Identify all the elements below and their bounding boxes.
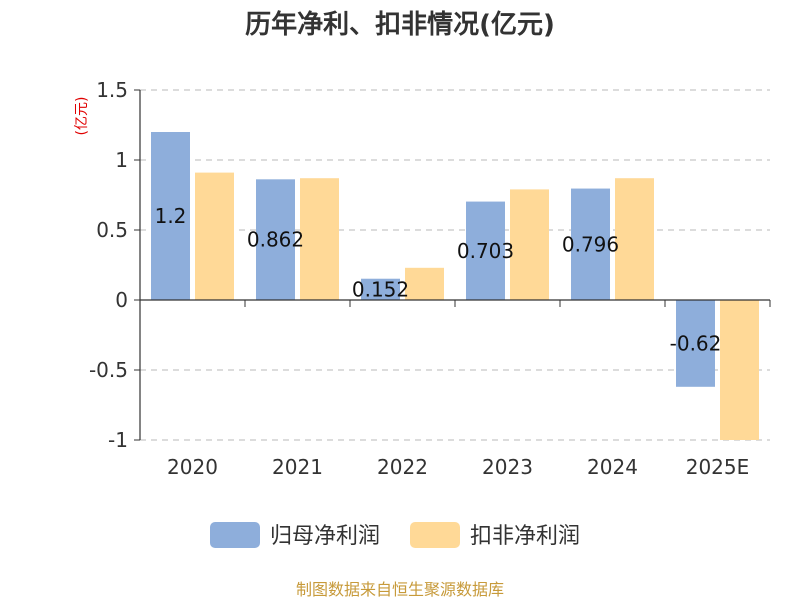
x-tick-label: 2025E <box>686 455 750 479</box>
bar <box>256 179 295 300</box>
bar <box>720 300 759 440</box>
x-tick-label: 2023 <box>482 455 533 479</box>
bar <box>195 172 234 300</box>
legend-swatch <box>210 522 260 548</box>
bar <box>615 178 654 300</box>
x-tick-label: 2021 <box>272 455 323 479</box>
y-tick-label: -0.5 <box>89 358 128 382</box>
chart-title: 历年净利、扣非情况(亿元) <box>245 9 555 40</box>
bar <box>151 132 190 300</box>
y-tick-label: 1.5 <box>96 78 128 102</box>
legend-item[interactable]: 归母净利润 <box>210 522 380 549</box>
legend-label: 归母净利润 <box>270 524 380 549</box>
y-tick-labels: -1 -0.5 0 0.5 1 1.5 <box>89 78 128 452</box>
data-label: 0.152 <box>352 277 409 301</box>
legend[interactable]: 归母净利润 扣非净利润 <box>210 522 580 549</box>
legend-swatch <box>410 522 460 548</box>
grid-lines <box>140 89 770 441</box>
x-tick-label: 2024 <box>587 455 638 479</box>
y-axis-label: (亿元) <box>74 97 90 136</box>
x-tick-labels: 2020 2021 2022 2023 2024 2025E <box>167 455 749 479</box>
x-tick-label: 2020 <box>167 455 218 479</box>
legend-item[interactable]: 扣非净利润 <box>410 522 580 549</box>
bar <box>510 189 549 300</box>
bars <box>151 132 759 440</box>
y-tick-label: -1 <box>108 428 128 452</box>
bar <box>571 188 610 300</box>
y-tick-label: 0.5 <box>96 218 128 242</box>
data-label: 1.2 <box>155 204 187 228</box>
data-label: 0.796 <box>562 232 619 256</box>
bar <box>405 267 444 300</box>
x-tick-label: 2022 <box>377 455 428 479</box>
bar <box>466 201 505 300</box>
data-label: 0.703 <box>457 239 514 263</box>
bar <box>676 300 715 387</box>
bar <box>361 278 400 300</box>
y-tick-label: 0 <box>115 288 128 312</box>
legend-label: 扣非净利润 <box>470 524 580 549</box>
data-labels: 1.2 0.862 0.152 0.703 0.796 -0.62 <box>155 204 722 355</box>
source-note: 制图数据来自恒生聚源数据库 <box>296 580 504 599</box>
axes <box>134 89 771 441</box>
y-tick-label: 1 <box>115 148 128 172</box>
data-label: -0.62 <box>670 331 722 355</box>
bar <box>300 178 339 300</box>
data-label: 0.862 <box>247 228 304 252</box>
